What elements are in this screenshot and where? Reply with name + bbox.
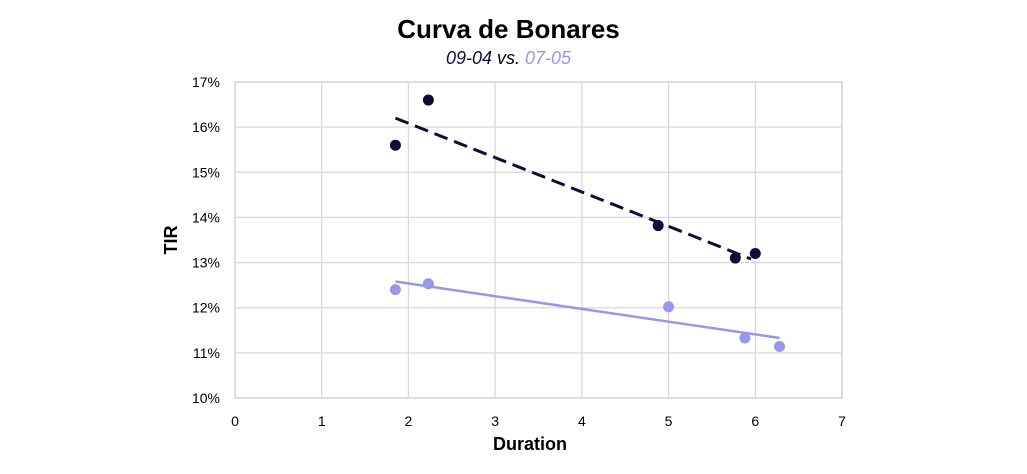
y-tick-label: 14%	[192, 209, 220, 225]
x-tick-labels: 0 1 2 3 4 5 6 7	[231, 413, 846, 429]
data-point-series-1	[749, 248, 761, 260]
data-point-series-2	[422, 278, 434, 290]
data-points	[389, 94, 786, 353]
data-point-series-1	[389, 139, 401, 151]
data-point-series-1	[729, 252, 741, 264]
y-tick-label: 17%	[192, 74, 220, 90]
x-tick-label: 2	[405, 413, 413, 429]
y-tick-label: 12%	[192, 300, 220, 316]
data-point-series-1	[652, 220, 664, 232]
subtitle-series-b: 07-05	[525, 48, 572, 68]
gridlines	[235, 82, 842, 398]
x-tick-label: 7	[838, 413, 846, 429]
data-point-series-2	[774, 341, 786, 353]
x-tick-label: 4	[578, 413, 586, 429]
data-point-series-2	[739, 332, 751, 344]
chart-title: Curva de Bonares	[397, 14, 620, 44]
plot-area	[234, 81, 843, 399]
data-point-series-1	[422, 94, 434, 106]
chart-subtitle: 09-04 vs. 07-05	[0, 48, 1017, 69]
y-axis-title: TIR	[161, 226, 181, 255]
x-tick-label: 1	[318, 413, 326, 429]
y-tick-label: 10%	[192, 390, 220, 406]
x-tick-label: 3	[491, 413, 499, 429]
trendline-series-1	[394, 116, 752, 261]
y-tick-label: 16%	[192, 119, 220, 135]
x-tick-label: 0	[231, 413, 239, 429]
y-tick-label: 15%	[192, 164, 220, 180]
y-tick-label: 13%	[192, 255, 220, 271]
subtitle-series-a: 09-04	[445, 48, 492, 68]
x-tick-label: 6	[751, 413, 759, 429]
data-point-series-2	[663, 301, 675, 313]
x-axis-title: Duration	[493, 434, 567, 454]
data-point-series-2	[389, 284, 401, 296]
trendline-series-2	[395, 280, 780, 340]
subtitle-separator: vs.	[491, 48, 525, 68]
y-tick-label: 11%	[193, 345, 220, 361]
y-tick-labels: 10% 11% 12% 13% 14% 15% 16% 17%	[192, 74, 220, 406]
trendlines	[394, 116, 780, 340]
x-tick-label: 5	[665, 413, 673, 429]
